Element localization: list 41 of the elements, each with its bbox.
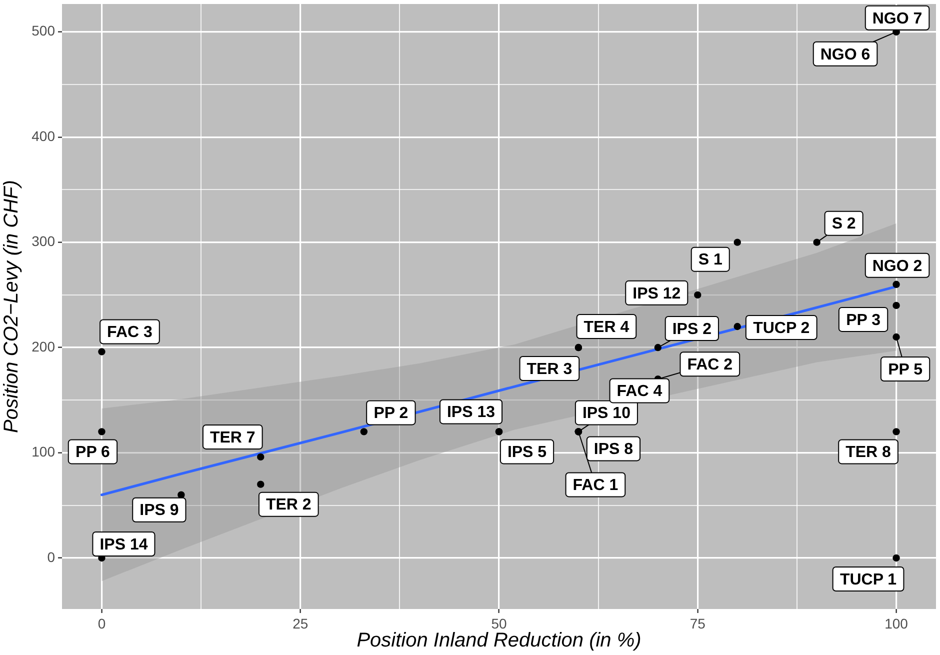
x-tick-label: 25: [292, 615, 308, 632]
annotation: IPS 14: [100, 536, 148, 554]
x-tick-label: 75: [690, 615, 706, 632]
annotation: TER 3: [526, 360, 572, 378]
y-tick-label: 0: [47, 548, 56, 565]
annotation: NGO 7: [872, 10, 922, 28]
x-tick-label: 50: [491, 615, 507, 632]
annotation: FAC 4: [616, 383, 662, 400]
x-tick-label: 100: [884, 615, 908, 632]
annotation: NGO 2: [872, 258, 922, 275]
annotation: PP 6: [76, 444, 110, 462]
annotation: PP 2: [374, 405, 408, 422]
annotation: PP 5: [888, 361, 923, 378]
y-tick-label: 100: [32, 444, 56, 460]
annotation: IPS 9: [140, 502, 179, 520]
annotation: FAC 3: [107, 324, 152, 342]
annotation: TER 8: [846, 444, 892, 462]
annotation: TUCP 1: [840, 571, 897, 588]
y-tick-label: 300: [32, 233, 56, 250]
annotation: NGO 6: [820, 46, 870, 64]
annotation: IPS 12: [632, 285, 681, 302]
annotation: TER 7: [210, 429, 256, 446]
annotation: TER 2: [266, 496, 312, 514]
annotation: TER 4: [584, 318, 630, 336]
annotation: PP 3: [846, 312, 881, 329]
annotation: S 1: [698, 252, 722, 269]
y-tick-label: 200: [32, 338, 56, 354]
x-tick-label: 0: [98, 615, 106, 632]
annotation: IPS 8: [594, 441, 634, 458]
annotation: IPS 2: [672, 320, 712, 338]
annotation: IPS 5: [507, 444, 547, 462]
annotation: FAC 2: [687, 356, 733, 374]
y-tick-label: 400: [32, 128, 56, 144]
annotation: S 2: [832, 216, 856, 233]
y-tick-label: 500: [32, 22, 56, 39]
annotation: FAC 1: [572, 477, 618, 494]
annotation: TUCP 2: [753, 320, 810, 337]
annotation: IPS 13: [446, 404, 496, 422]
y-axis-title: Position CO2−Levy (in CHF): [0, 180, 23, 433]
x-axis-title: Position Inland Reduction (in %): [356, 630, 642, 652]
annotation: IPS 10: [582, 405, 631, 422]
